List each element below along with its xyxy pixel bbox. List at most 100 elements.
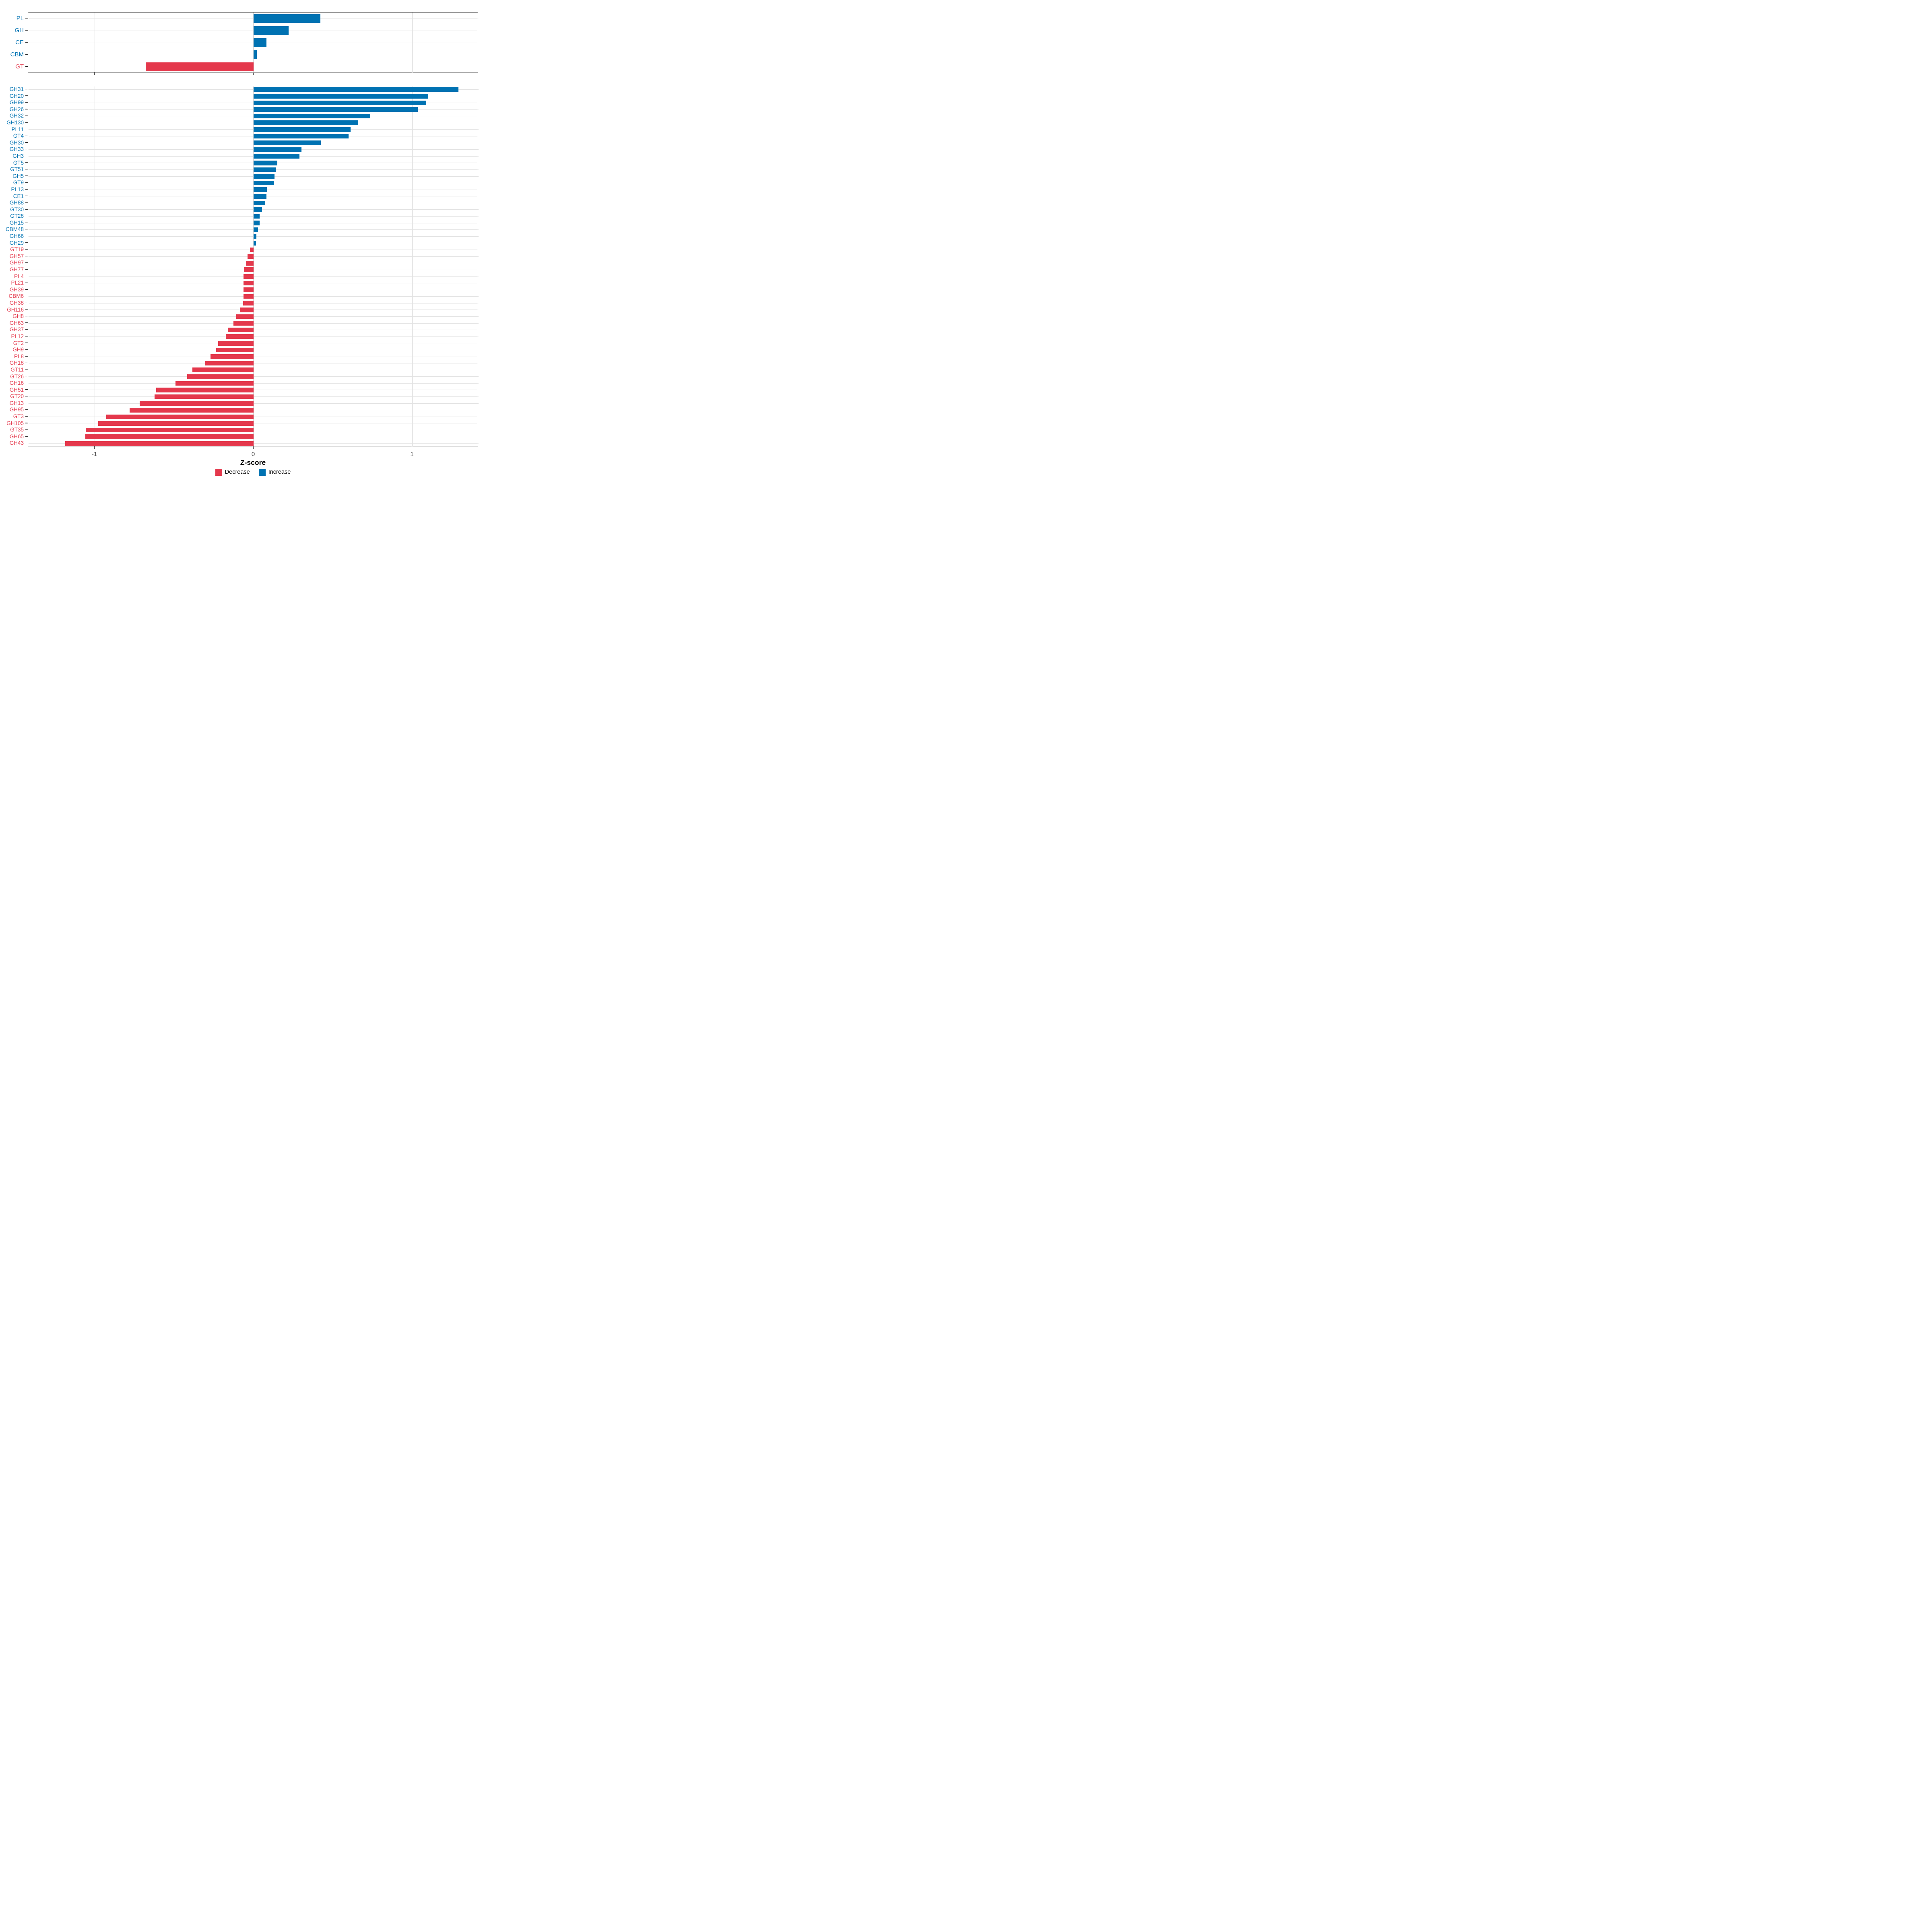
y-axis-label-GH: GH — [14, 27, 24, 34]
y-axis-label-PL11: PL11 — [11, 126, 24, 132]
y-axis-label-GT3: GT3 — [13, 413, 24, 420]
y-tick — [25, 102, 28, 103]
legend-item-increase: Increase — [258, 469, 291, 476]
bar-GH97 — [246, 260, 254, 266]
y-tick — [25, 262, 28, 263]
legend-label-increase: Increase — [268, 469, 291, 476]
bar-GH20 — [254, 94, 428, 99]
y-axis-label-GH63: GH63 — [9, 320, 24, 326]
bar-GH65 — [85, 434, 254, 439]
bar-GH77 — [244, 267, 254, 272]
gridline-horizontal — [28, 156, 479, 157]
bar-GH15 — [254, 221, 260, 225]
legend-label-decrease: Decrease — [225, 469, 250, 476]
x-tick — [94, 72, 95, 75]
x-axis-title: Z-score — [240, 458, 266, 466]
y-axis-label-GT: GT — [15, 63, 24, 70]
bar-GH33 — [254, 147, 302, 152]
y-axis-label-GH18: GH18 — [9, 360, 24, 366]
bar-CBM — [254, 50, 257, 59]
bar-GH43 — [65, 441, 254, 446]
y-axis-label-GH95: GH95 — [9, 407, 24, 413]
bar-GH95 — [129, 407, 254, 413]
bar-GH — [254, 26, 289, 35]
y-axis-label-GH88: GH88 — [9, 200, 24, 206]
bar-GH63 — [233, 321, 254, 326]
y-axis-label-GH16: GH16 — [9, 380, 24, 386]
y-axis-label-GT51: GT51 — [10, 166, 24, 173]
y-axis-label-GH33: GH33 — [9, 146, 24, 153]
y-tick — [25, 389, 28, 390]
y-axis-label-GH15: GH15 — [9, 219, 24, 226]
bar-CE1 — [254, 194, 266, 199]
bar-GH105 — [98, 421, 254, 426]
bar-PL12 — [225, 334, 254, 339]
bar-GH88 — [254, 200, 266, 206]
y-axis-label-GT2: GT2 — [13, 340, 24, 346]
bar-GH130 — [254, 120, 358, 126]
bar-GH66 — [254, 234, 256, 239]
y-axis-label-GT20: GT20 — [10, 393, 24, 400]
bar-GH31 — [254, 87, 458, 92]
bar-CBM6 — [243, 294, 254, 299]
bar-GT30 — [254, 207, 262, 212]
gridline-horizontal — [28, 216, 479, 217]
bar-GH99 — [254, 100, 426, 105]
bottom-panel — [28, 86, 479, 447]
y-axis-label-PL21: PL21 — [11, 280, 24, 286]
gridline-horizontal — [28, 109, 479, 110]
y-axis-label-GH99: GH99 — [9, 99, 24, 106]
y-tick — [25, 349, 28, 350]
y-tick — [25, 409, 28, 410]
y-axis-label-GT26: GT26 — [10, 373, 24, 380]
bar-GT5 — [254, 161, 278, 165]
gridline-horizontal — [28, 169, 479, 170]
x-tick — [94, 446, 95, 449]
bar-PL8 — [210, 354, 254, 359]
y-tick — [25, 162, 28, 163]
y-tick — [25, 436, 28, 437]
y-axis-label-GT30: GT30 — [10, 206, 24, 213]
bar-GH29 — [254, 241, 256, 246]
legend-swatch-increase-icon — [258, 469, 266, 476]
bar-GT11 — [192, 367, 254, 372]
bar-PL4 — [244, 274, 254, 279]
y-tick — [25, 242, 28, 243]
y-axis-label-GT35: GT35 — [10, 427, 24, 433]
y-axis-label-GH65: GH65 — [9, 433, 24, 440]
y-axis-label-PL13: PL13 — [11, 186, 24, 192]
bar-GH39 — [243, 287, 254, 292]
bar-GH16 — [175, 381, 254, 386]
bar-GH37 — [227, 327, 254, 332]
y-axis-label-CBM6: CBM6 — [8, 293, 24, 299]
y-axis-label-CE1: CE1 — [13, 193, 24, 199]
bar-GT28 — [254, 214, 260, 219]
y-axis-label-GH3: GH3 — [12, 153, 24, 159]
legend: Decrease Increase — [28, 469, 478, 476]
y-tick — [25, 429, 28, 430]
y-axis-label-CE: CE — [15, 39, 24, 46]
y-axis-label-GH116: GH116 — [7, 306, 24, 313]
y-axis-label-GH13: GH13 — [9, 400, 24, 406]
gridline-vertical — [253, 86, 254, 447]
bar-GH116 — [240, 308, 254, 312]
y-axis-label-GH29: GH29 — [9, 239, 24, 246]
gridline-horizontal — [28, 229, 479, 230]
y-tick — [25, 175, 28, 176]
y-axis-label-GT4: GT4 — [13, 133, 24, 139]
bar-GT26 — [187, 374, 254, 379]
y-axis-label-PL12: PL12 — [11, 333, 24, 339]
gridline-vertical — [412, 86, 413, 447]
bar-GH38 — [243, 301, 254, 306]
y-axis-label-GH26: GH26 — [9, 106, 24, 112]
y-axis-label-GT28: GT28 — [10, 213, 24, 219]
y-axis-label-GH9: GH9 — [12, 347, 24, 353]
bar-GT51 — [254, 167, 276, 172]
y-tick — [25, 369, 28, 370]
y-axis-label-GH20: GH20 — [9, 93, 24, 99]
bar-GT20 — [154, 394, 254, 399]
y-tick — [25, 416, 28, 417]
y-tick — [25, 202, 28, 203]
figure: PL GH CE CBM GT GH31 GH20 GH99 GH26 GH32 GH130 PL11… — [0, 0, 483, 483]
legend-item-decrease: Decrease — [215, 469, 250, 476]
